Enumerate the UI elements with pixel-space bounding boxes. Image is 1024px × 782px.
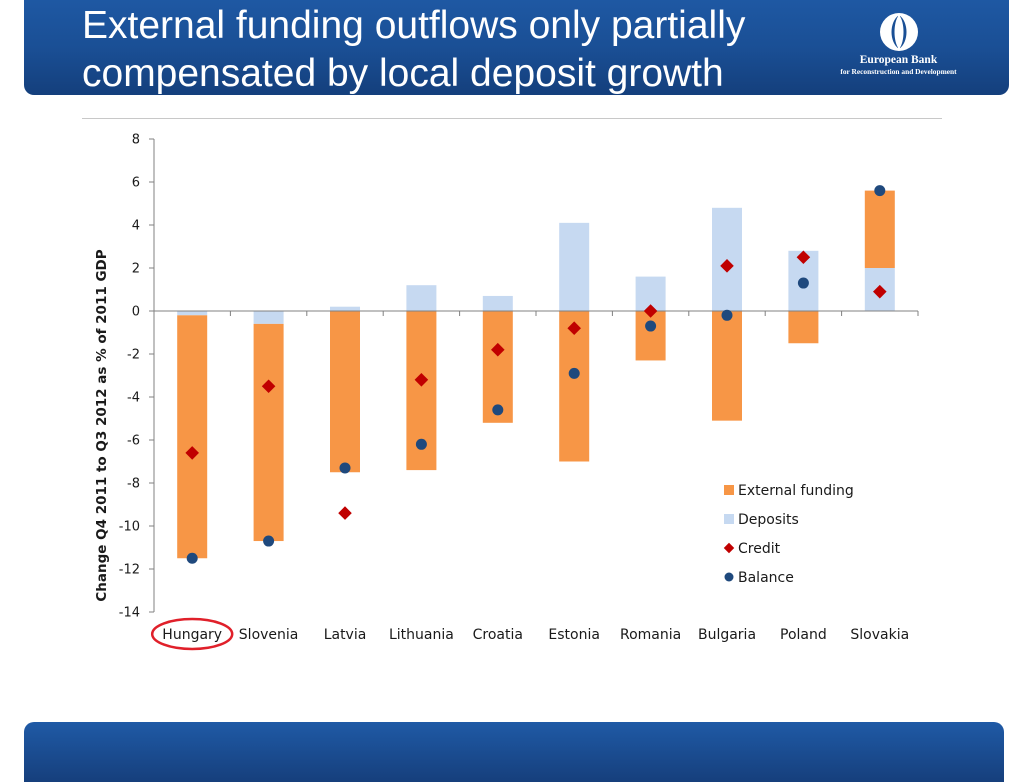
balance-marker bbox=[263, 535, 275, 547]
x-category-label: Slovenia bbox=[239, 627, 299, 643]
deposits-bar bbox=[406, 285, 437, 311]
x-category-label: Croatia bbox=[473, 627, 523, 643]
credit-marker bbox=[261, 379, 276, 394]
highlight-ellipse bbox=[150, 617, 234, 651]
y-tick-label: 6 bbox=[132, 176, 140, 191]
y-tick-label: 4 bbox=[132, 219, 140, 234]
credit-marker bbox=[873, 284, 887, 299]
balance-marker bbox=[568, 367, 580, 379]
legend-swatch bbox=[723, 542, 735, 554]
credit-marker bbox=[491, 342, 505, 357]
credit-marker bbox=[567, 321, 581, 335]
deposits-bar bbox=[559, 222, 590, 311]
y-tick-label: -10 bbox=[119, 520, 140, 535]
legend-swatch bbox=[724, 485, 734, 495]
y-tick-label: -14 bbox=[119, 606, 140, 621]
header-band bbox=[24, 0, 1009, 95]
credit-marker bbox=[185, 446, 199, 460]
external-funding-bar bbox=[712, 311, 742, 421]
external-funding-bar bbox=[253, 323, 284, 542]
legend-label: Balance bbox=[738, 570, 794, 586]
x-category-label: Bulgaria bbox=[698, 627, 756, 643]
external-funding-bar bbox=[635, 311, 666, 361]
logo-name: European Bank bbox=[859, 54, 938, 66]
external-funding-bar bbox=[482, 311, 513, 423]
balance-marker bbox=[492, 404, 504, 416]
y-axis-title: Change Q4 2011 to Q3 2012 as % of 2011 G… bbox=[94, 249, 110, 601]
external-funding-bar bbox=[559, 311, 590, 462]
external-funding-bar bbox=[330, 311, 360, 473]
legend-label: Deposits bbox=[738, 512, 799, 528]
x-category-label: Hungary bbox=[162, 627, 222, 643]
credit-marker bbox=[643, 304, 658, 318]
credit-marker bbox=[414, 373, 429, 387]
y-tick-label: 8 bbox=[132, 133, 140, 148]
ebrd-logo-icon bbox=[879, 13, 918, 51]
y-tick-label: 2 bbox=[132, 262, 140, 277]
legend-label: External funding bbox=[738, 483, 854, 499]
credit-marker bbox=[338, 506, 352, 520]
y-tick-label: -2 bbox=[127, 348, 140, 363]
footer-band bbox=[24, 722, 1004, 782]
x-category-label: Latvia bbox=[324, 627, 367, 643]
legend-label: Credit bbox=[738, 541, 781, 557]
x-category-label: Estonia bbox=[548, 627, 600, 643]
balance-marker bbox=[415, 438, 427, 450]
deposits-bar bbox=[253, 311, 284, 324]
balance-marker bbox=[721, 309, 733, 321]
balance-marker bbox=[874, 185, 886, 197]
x-category-label: Poland bbox=[780, 627, 827, 643]
y-tick-label: 0 bbox=[132, 305, 140, 320]
external-funding-bar bbox=[788, 311, 819, 344]
y-tick-label: -6 bbox=[127, 434, 140, 449]
y-tick-label: -4 bbox=[127, 391, 140, 406]
x-category-label: Lithuania bbox=[389, 627, 454, 643]
logo-subtitle: for Reconstruction and Development bbox=[840, 67, 957, 76]
deposits-bar bbox=[482, 295, 513, 311]
legend-swatch bbox=[724, 514, 734, 524]
slide-title: External funding outflows only partially… bbox=[82, 4, 746, 95]
deposits-bar bbox=[330, 306, 360, 311]
y-tick-label: -8 bbox=[127, 477, 140, 492]
y-tick-label: -12 bbox=[119, 563, 140, 578]
x-category-label: Romania bbox=[620, 627, 681, 643]
ebrd-logo: European Bank for Reconstruction and Dev… bbox=[826, 12, 971, 84]
external-funding-bar bbox=[864, 190, 895, 268]
credit-marker bbox=[720, 259, 734, 273]
balance-marker bbox=[645, 320, 657, 332]
balance-marker bbox=[339, 462, 351, 474]
deposits-bar bbox=[177, 311, 208, 316]
external-funding-bar bbox=[177, 315, 208, 559]
x-category-label: Slovakia bbox=[850, 627, 909, 643]
title-divider bbox=[82, 118, 942, 119]
balance-marker bbox=[186, 552, 198, 564]
balance-marker bbox=[797, 277, 809, 289]
legend-swatch bbox=[724, 572, 734, 582]
